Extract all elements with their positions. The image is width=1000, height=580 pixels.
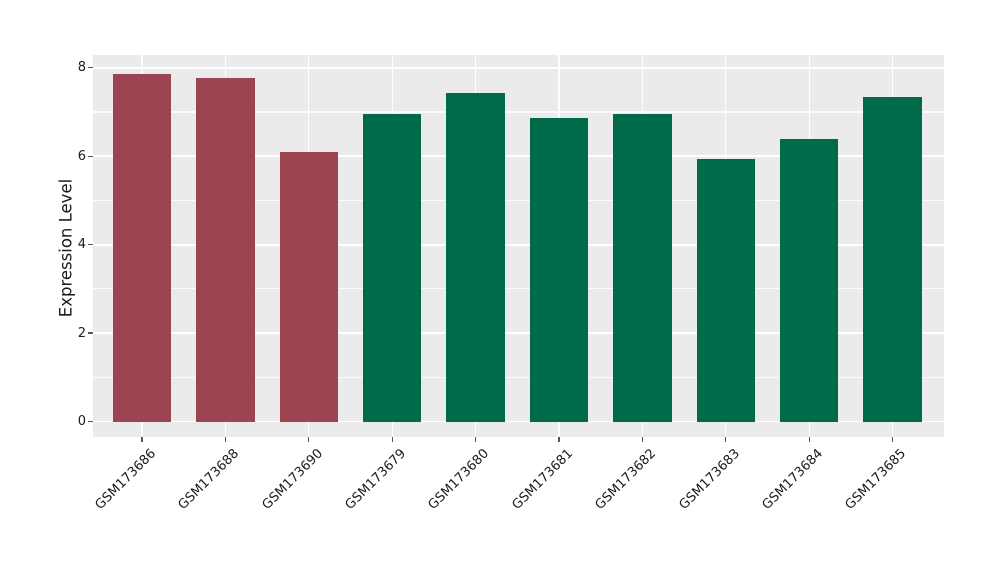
y-tick-label-0: 0: [77, 414, 86, 430]
x-axis-tick-GSM173683: [725, 437, 727, 442]
y-gridline-4: [93, 243, 944, 246]
bar-GSM173684: [779, 139, 839, 422]
y-tick-label-4: 4: [77, 237, 86, 253]
x-axis-tick-GSM173685: [892, 437, 894, 442]
plot-area: [93, 55, 944, 437]
y-gridline-6: [93, 155, 944, 158]
x-tick-label-GSM173686: GSM173686: [92, 446, 159, 513]
y-axis-tick-6: [88, 155, 93, 157]
y-gridline-8: [93, 66, 944, 69]
y-axis-tick-0: [88, 420, 93, 423]
y-tick-label-6: 6: [77, 148, 86, 164]
y-minor-gridline-1: [93, 376, 944, 378]
bar-GSM173690: [279, 151, 339, 422]
y-axis-tick-2: [88, 332, 93, 334]
x-axis-tick-GSM173686: [141, 437, 143, 442]
bar-GSM173680: [446, 92, 505, 422]
x-tick-label-GSM173683: GSM173683: [676, 446, 743, 513]
x-axis-tick-GSM173690: [308, 437, 310, 442]
y-axis-tick-8: [88, 67, 93, 69]
x-tick-label-GSM173680: GSM173680: [425, 446, 493, 513]
x-axis-tick-GSM173682: [641, 437, 643, 442]
y-axis-tick-4: [88, 244, 93, 246]
x-tick-label-GSM173681: GSM173681: [509, 446, 576, 513]
x-tick-label-GSM173684: GSM173684: [759, 446, 827, 513]
x-axis-tick-GSM173680: [475, 437, 477, 442]
x-tick-label-GSM173682: GSM173682: [592, 446, 660, 513]
x-axis-tick-GSM173679: [391, 437, 393, 442]
bar-GSM173682: [613, 114, 672, 422]
x-axis-tick-GSM173681: [558, 437, 560, 442]
bar-GSM173679: [362, 114, 422, 422]
y-gridline-0: [93, 420, 944, 423]
x-tick-label-GSM173690: GSM173690: [259, 446, 326, 513]
y-minor-gridline-7: [93, 111, 944, 113]
y-tick-label-2: 2: [77, 325, 86, 341]
x-axis-tick-GSM173684: [808, 437, 810, 442]
bar-GSM173683: [696, 159, 756, 422]
y-minor-gridline-5: [93, 199, 944, 202]
y-gridline-2: [93, 332, 944, 334]
y-axis-title: Expression Level: [56, 178, 76, 318]
y-minor-gridline-3: [93, 288, 944, 290]
bar-GSM173681: [529, 118, 589, 422]
bar-GSM173686: [112, 74, 172, 422]
y-tick-label-8: 8: [77, 60, 86, 76]
x-tick-label-GSM173685: GSM173685: [842, 446, 910, 513]
bar-GSM173685: [863, 97, 922, 422]
x-tick-label-GSM173679: GSM173679: [342, 446, 410, 513]
bar-GSM173688: [196, 77, 255, 422]
x-tick-label-GSM173688: GSM173688: [175, 446, 243, 513]
x-axis-tick-GSM173688: [224, 437, 226, 442]
